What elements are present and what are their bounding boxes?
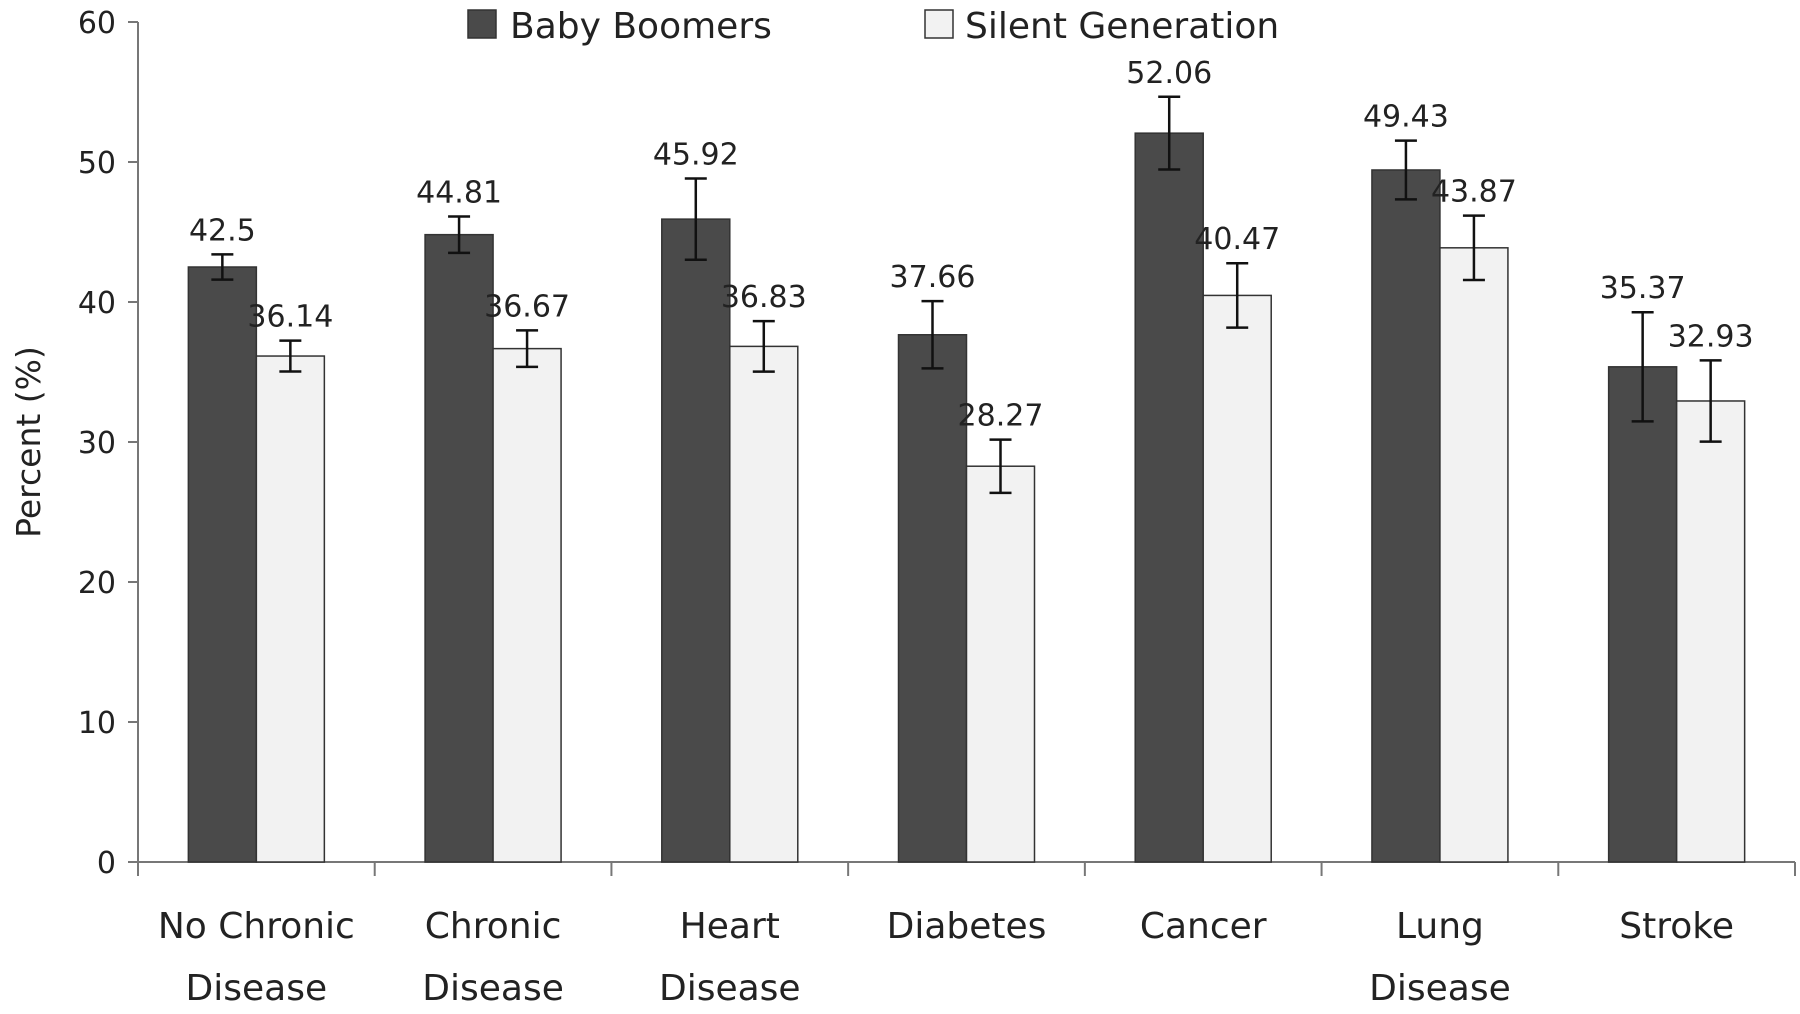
data-label: 49.43 — [1363, 100, 1449, 135]
legend-swatch — [467, 9, 497, 39]
legend-label: Baby Boomers — [510, 6, 772, 47]
legend-label: Silent Generation — [965, 6, 1279, 47]
bar — [255, 355, 326, 863]
bar — [897, 334, 968, 863]
y-tick-label: 30 — [78, 426, 116, 461]
y-tick-label: 50 — [78, 146, 116, 181]
data-label: 43.87 — [1431, 175, 1517, 210]
x-category-label: Disease — [659, 968, 801, 1009]
x-category-label: Diabetes — [887, 906, 1047, 947]
x-category-label: Lung — [1396, 906, 1484, 947]
x-category-label: Disease — [186, 968, 328, 1009]
data-label: 28.27 — [958, 399, 1044, 434]
bar — [424, 233, 494, 863]
bar — [1675, 400, 1746, 863]
data-label: 36.14 — [247, 300, 333, 335]
y-tick-label: 10 — [78, 706, 116, 741]
data-label: 52.06 — [1126, 56, 1212, 91]
data-label: 36.67 — [484, 289, 570, 324]
bar — [1607, 366, 1678, 863]
bar — [1134, 132, 1204, 863]
y-tick-label: 60 — [78, 6, 116, 41]
bar — [187, 266, 258, 863]
bar — [492, 347, 562, 863]
data-label: 32.93 — [1668, 319, 1754, 354]
data-label: 37.66 — [890, 260, 976, 295]
x-category-label: Disease — [1369, 968, 1511, 1009]
data-label: 40.47 — [1194, 222, 1280, 257]
data-label: 44.81 — [416, 175, 502, 210]
y-tick-label: 40 — [78, 286, 116, 321]
data-label: 42.5 — [189, 213, 256, 248]
x-category-label: Chronic — [425, 906, 562, 947]
data-label: 35.37 — [1600, 271, 1686, 306]
x-category-label: No Chronic — [158, 906, 355, 947]
bar — [1371, 169, 1441, 863]
x-category-label: Heart — [680, 906, 780, 947]
legend-swatch — [924, 9, 954, 39]
y-tick-label: 20 — [78, 566, 116, 601]
bar — [661, 218, 731, 863]
y-tick-label: 0 — [97, 846, 116, 881]
y-axis-title: Percent (%) — [9, 346, 48, 538]
data-label: 45.92 — [653, 138, 739, 173]
bar — [729, 345, 799, 863]
x-category-label: Stroke — [1619, 906, 1734, 947]
bar — [1439, 247, 1509, 863]
bar — [1202, 294, 1272, 863]
x-category-label: Disease — [422, 968, 564, 1009]
x-category-label: Cancer — [1140, 906, 1267, 947]
data-label: 36.83 — [721, 280, 807, 315]
bar — [965, 465, 1036, 863]
